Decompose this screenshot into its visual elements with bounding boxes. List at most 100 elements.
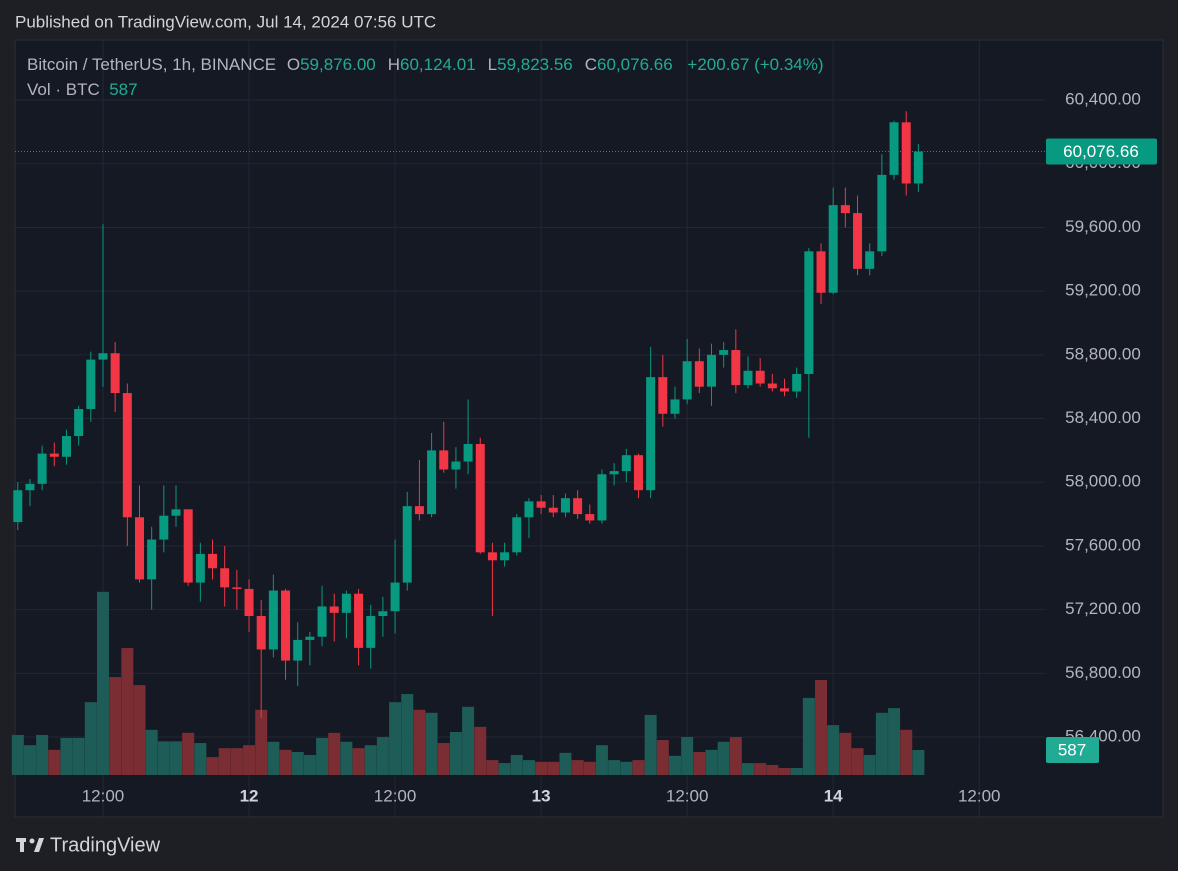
candle-body (865, 251, 875, 269)
volume-bar (109, 677, 122, 775)
candle-body (159, 515, 169, 540)
volume-bar (303, 754, 316, 775)
candle-body (354, 593, 364, 648)
volume-bar (888, 708, 901, 775)
candle-body (451, 461, 461, 470)
y-tick-label: 59,200.00 (1065, 281, 1141, 300)
candle-body (573, 498, 583, 515)
candle-body (402, 506, 412, 583)
candle-body (427, 450, 437, 515)
candle-body (889, 122, 899, 175)
candle-body (183, 509, 193, 583)
published-note: Published on TradingView.com, Jul 14, 20… (15, 12, 436, 31)
candle-body (220, 568, 230, 588)
ohlc-value: 60,076.66 (597, 55, 673, 74)
candle-body (828, 205, 838, 293)
volume-bar (656, 740, 669, 775)
volume-bar (498, 763, 511, 775)
candle-body (414, 506, 424, 515)
y-tick-label: 60,400.00 (1065, 90, 1141, 109)
volume-bar (425, 712, 438, 775)
y-tick-label: 57,600.00 (1065, 535, 1141, 554)
volume-bar (900, 729, 913, 775)
volume-bar (279, 749, 292, 775)
volume-bar (48, 749, 61, 775)
y-tick-label: 57,200.00 (1065, 599, 1141, 618)
y-tick-label: 58,800.00 (1065, 344, 1141, 363)
volume-bar (644, 714, 657, 775)
volume-bar (11, 734, 24, 775)
volume-bar (827, 725, 840, 775)
volume-bar (145, 729, 158, 775)
x-tick-label: 14 (824, 786, 843, 805)
volume-bar (413, 709, 426, 775)
candle-body (524, 501, 534, 518)
volume-bar (766, 764, 779, 775)
x-tick-label: 12 (240, 786, 259, 805)
volume-bar (121, 648, 134, 775)
volume-bar (510, 754, 523, 775)
volume-bar (218, 748, 231, 775)
candle-body (621, 455, 631, 472)
candle-body (816, 251, 826, 293)
ohlc-value: 60,124.01 (400, 55, 476, 74)
volume-tag-label: 587 (1058, 740, 1086, 759)
ohlc-value: 59,876.00 (300, 55, 376, 74)
candle-body (74, 408, 84, 437)
volume-bar (522, 760, 535, 775)
candle-body (597, 474, 607, 521)
volume-bar (389, 702, 402, 775)
volume-bar (717, 741, 730, 775)
volume-bar (595, 745, 608, 775)
volume-bar (462, 706, 475, 775)
volume-bar (170, 741, 183, 775)
candle-body (86, 359, 96, 409)
ohlc-value: 59,823.56 (497, 55, 573, 74)
volume-bar (60, 737, 73, 775)
candle-body (256, 616, 266, 650)
candle-body (147, 539, 157, 580)
volume-bar (705, 749, 718, 775)
volume-bar (206, 757, 219, 775)
volume-bar (401, 694, 414, 775)
volume-row: Vol · BTC 587 (27, 80, 138, 100)
volume-bar (729, 737, 742, 775)
volume-bar (486, 760, 499, 775)
candle-body (25, 483, 35, 491)
volume-bar (571, 760, 584, 775)
candle-body (61, 436, 71, 457)
candle-body (512, 517, 522, 553)
volume-bar (802, 697, 815, 775)
volume-bar (559, 752, 572, 775)
symbol: Bitcoin / TetherUS, 1h, BINANCE (27, 55, 277, 74)
candle-body (195, 553, 205, 583)
volume-bar (815, 680, 828, 775)
x-tick-label: 12:00 (82, 786, 125, 805)
candle-body (755, 370, 765, 384)
volume-bar (194, 743, 207, 775)
volume-bar (863, 754, 876, 775)
candle-body (719, 350, 729, 355)
volume-bar (632, 760, 645, 775)
volume-bar (620, 761, 633, 775)
candle-body (49, 453, 59, 457)
volume-bar (535, 761, 548, 775)
candle-body (305, 636, 315, 640)
candle-body (244, 588, 254, 617)
volume-label: Vol · BTC (27, 80, 100, 99)
volume-bar (182, 732, 195, 775)
volume-bar (693, 751, 706, 775)
candle-body (913, 151, 923, 184)
chart-frame (14, 39, 1164, 818)
candle-body (37, 453, 47, 484)
candle-body (171, 509, 181, 516)
candle-body (329, 606, 339, 613)
x-tick-label: 12:00 (958, 786, 1001, 805)
candle-body (877, 174, 887, 252)
ohlc-key: L (487, 55, 498, 74)
candle-body (706, 354, 716, 387)
candle-body (487, 552, 497, 561)
x-tick-label: 12:00 (374, 786, 417, 805)
